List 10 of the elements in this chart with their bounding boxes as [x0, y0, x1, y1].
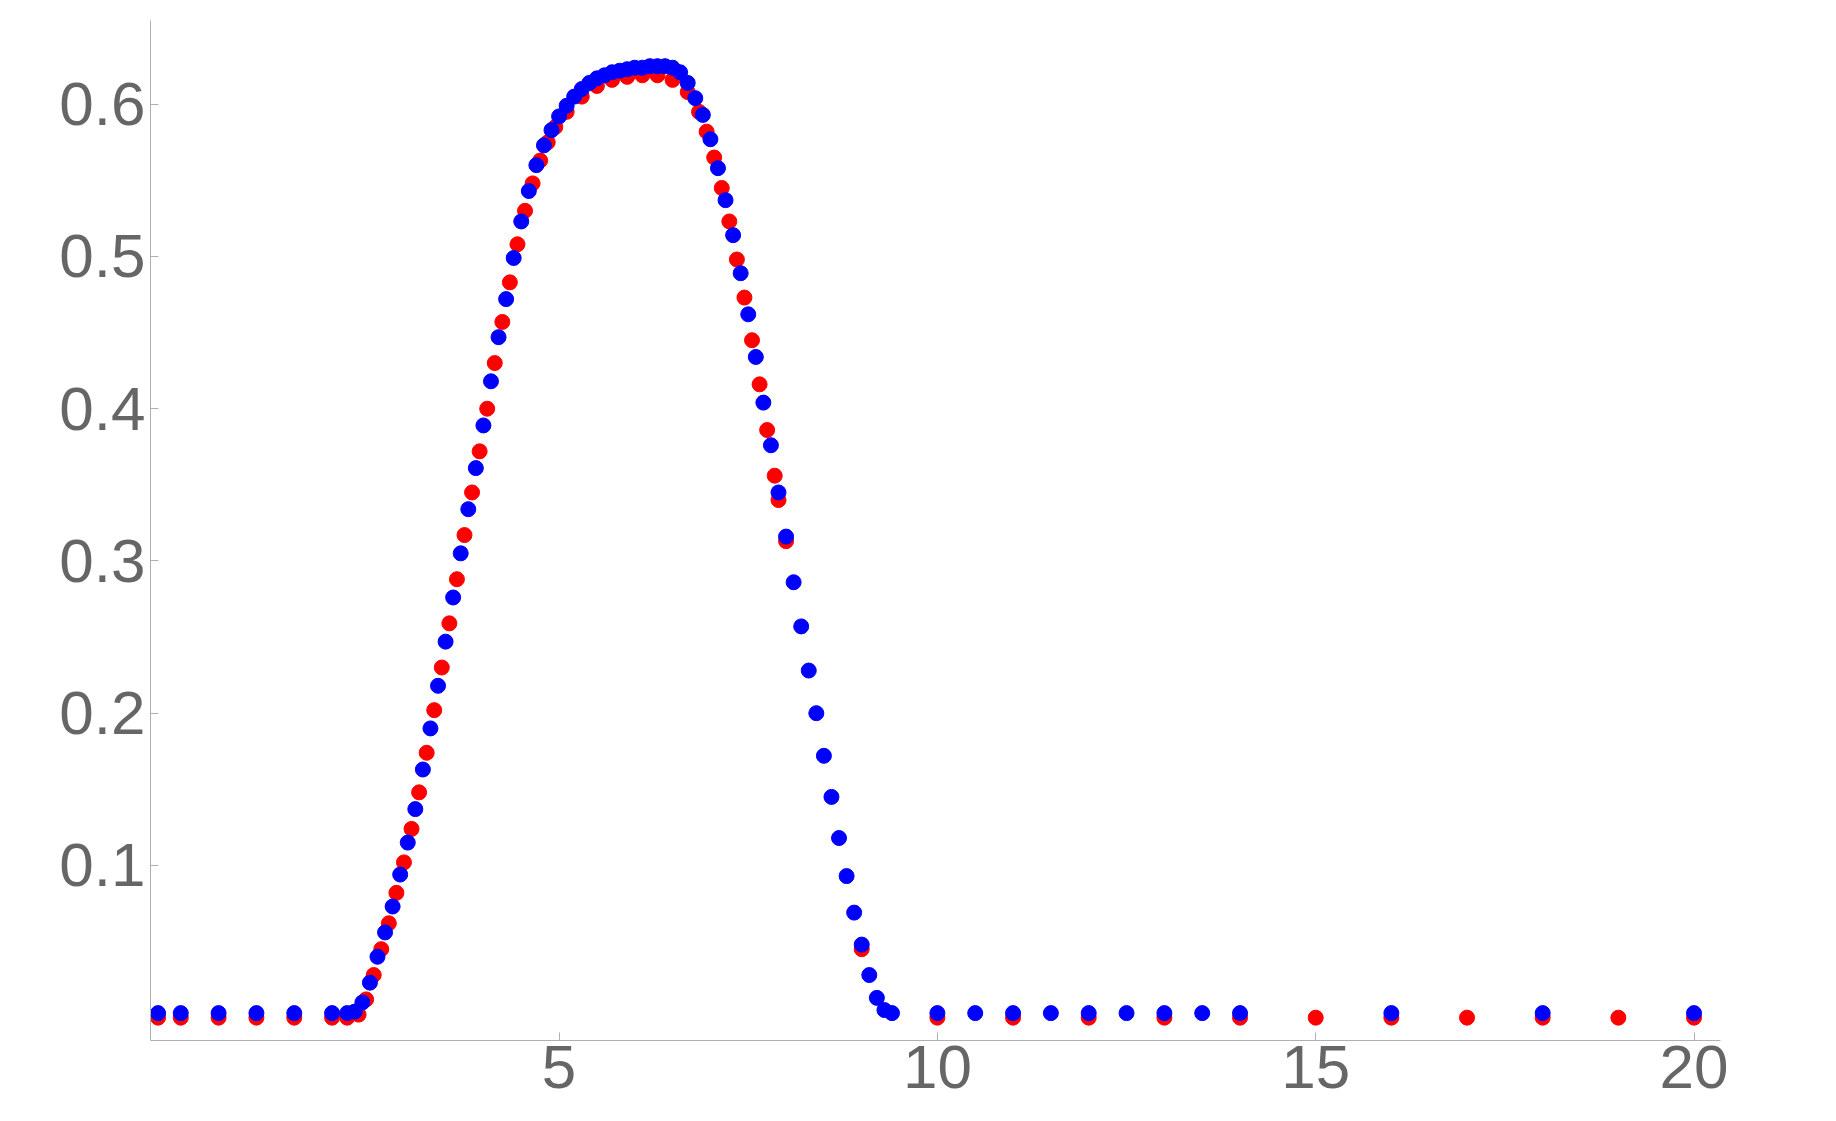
y-tick-label: 0.1: [59, 830, 146, 900]
y-tick-label: 0.2: [59, 678, 146, 748]
x-tick-label: 20: [1659, 1031, 1729, 1101]
y-tick-label: 0.6: [59, 69, 146, 139]
x-tick-label: 10: [902, 1031, 972, 1101]
y-tick-label: 0.5: [59, 221, 146, 291]
x-tick-label: 15: [1281, 1031, 1351, 1101]
y-tick-label: 0.3: [59, 525, 146, 595]
x-tick-label: 5: [541, 1031, 577, 1101]
y-tick-label: 0.4: [59, 373, 146, 443]
